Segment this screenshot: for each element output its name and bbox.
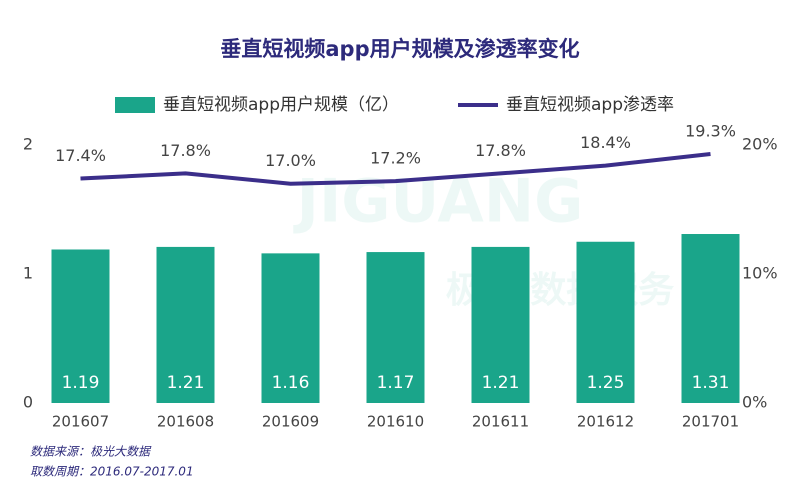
- line-value-label: 17.8%: [160, 141, 211, 160]
- line-value-label: 18.4%: [580, 133, 631, 152]
- bar-value-label: 1.19: [62, 373, 100, 393]
- legend-swatch: [115, 97, 155, 113]
- bar: [261, 253, 320, 403]
- bar-value-label: 1.21: [167, 373, 205, 393]
- bar-value-label: 1.31: [692, 373, 730, 393]
- bar-value-label: 1.17: [377, 373, 415, 393]
- line-value-label: 17.0%: [265, 151, 316, 170]
- x-tick-label: 201610: [367, 413, 424, 431]
- x-tick-label: 201608: [157, 413, 214, 431]
- line-value-label: 17.4%: [55, 146, 106, 165]
- y-tick-label: 2: [23, 135, 33, 154]
- bar: [156, 246, 215, 403]
- line: [80, 152, 711, 186]
- y-tick-label: 0: [23, 393, 33, 412]
- source-note: 数据来源：极光大数据: [30, 445, 152, 459]
- y2-tick-label: 10%: [742, 264, 778, 283]
- y2-tick-label: 20%: [742, 135, 778, 154]
- bar: [681, 234, 740, 403]
- bar: [51, 249, 110, 403]
- legend-label: 垂直短视频app用户规模（亿）: [163, 95, 399, 115]
- y-tick-label: 1: [23, 264, 33, 283]
- bar: [366, 252, 425, 403]
- line-value-label: 17.8%: [475, 141, 526, 160]
- legend-label: 垂直短视频app渗透率: [506, 95, 674, 115]
- bar-value-label: 1.21: [482, 373, 520, 393]
- x-tick-label: 201607: [52, 413, 109, 431]
- x-tick-label: 201701: [682, 413, 739, 431]
- y2-tick-label: 0%: [742, 393, 767, 412]
- x-tick-label: 201609: [262, 413, 319, 431]
- bar-value-label: 1.25: [587, 373, 625, 393]
- x-tick-label: 201611: [472, 413, 529, 431]
- bar: [576, 241, 635, 403]
- chart-title: 垂直短视频app用户规模及渗透率变化: [220, 37, 579, 61]
- line-value-label: 17.2%: [370, 149, 421, 168]
- bar-value-label: 1.16: [272, 373, 310, 393]
- line-value-label: 19.3%: [685, 122, 736, 141]
- period-note: 取数周期：2016.07-2017.01: [30, 465, 194, 479]
- x-tick-label: 201612: [577, 413, 634, 431]
- bar: [471, 246, 530, 403]
